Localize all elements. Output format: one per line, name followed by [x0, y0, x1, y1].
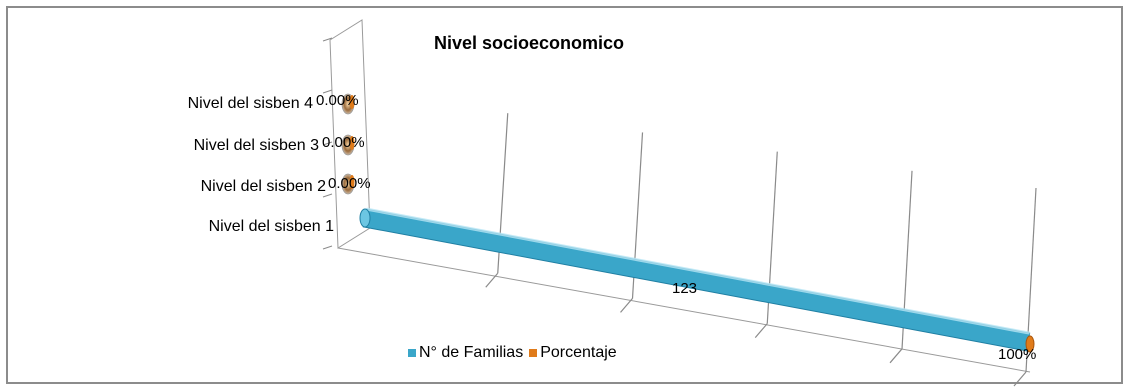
category-label: Nivel del sisben 3 [193, 137, 319, 154]
legend-swatch-porcentaje [529, 349, 538, 357]
gridline-tick [485, 272, 499, 288]
legend-item-familias: N° de Familias [408, 344, 523, 362]
data-label-porcentaje-nivel-2: 0.00% [328, 175, 371, 192]
legend-label-familias: N° de Familias [419, 344, 524, 361]
gridline-tick [889, 348, 903, 364]
chart-title: Nivel socioeconomico [434, 33, 625, 53]
floor-edge [337, 247, 1031, 373]
gridline-tick [1013, 371, 1027, 387]
data-label-familias-nivel-1: 123 [672, 280, 698, 297]
legend-swatch-familias [408, 349, 416, 357]
bar-porcentaje-nivel-3 [349, 136, 355, 150]
bar-familias-cap [359, 208, 371, 228]
data-label-porcentaje-nivel-1: 100% [998, 346, 1037, 363]
bar-porcentaje-nivel-4 [349, 95, 355, 109]
legend: N° de Familias Porcentaje [408, 344, 623, 362]
category-tick [322, 193, 333, 198]
category-label: Nivel del sisben 4 [187, 95, 313, 112]
gridline-tick [620, 298, 633, 313]
category-tick [322, 245, 333, 250]
category-label: Nivel del sisben 1 [208, 218, 334, 235]
bar-highlight [366, 207, 1030, 335]
data-label-porcentaje-nivel-3: 0.00% [322, 134, 365, 151]
chart-marks [341, 93, 1035, 353]
data-label-porcentaje-nivel-4: 0.00% [316, 92, 359, 109]
bar-porcentaje-nivel-1 [1025, 335, 1035, 353]
bar-porcentaje-nivel-2 [349, 175, 355, 189]
category-tick [322, 37, 333, 42]
chart-walls [322, 19, 1031, 373]
category-label: Nivel del sisben 2 [200, 178, 326, 195]
legend-label-porcentaje: Porcentaje [540, 344, 617, 361]
category-tick [322, 89, 333, 94]
gridline-tick [754, 323, 768, 339]
category-tick [322, 141, 333, 146]
legend-item-porcentaje: Porcentaje [529, 344, 617, 362]
